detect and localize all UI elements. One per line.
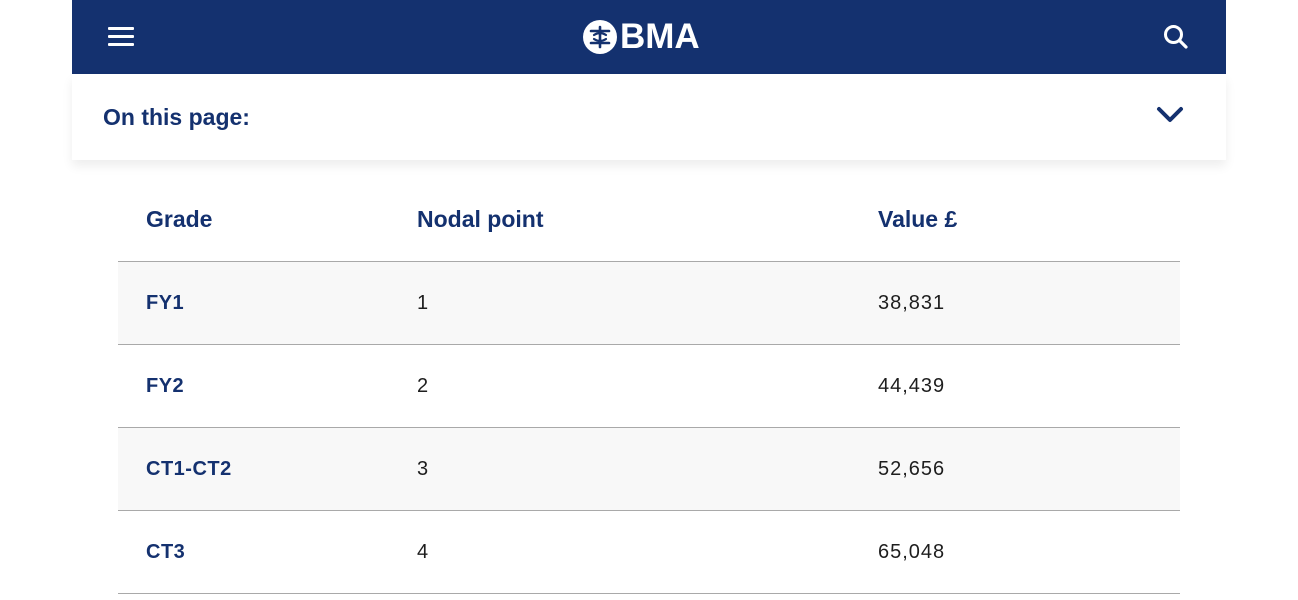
nodal-point-cell: 3 xyxy=(417,458,430,480)
value-cell: 52,656 xyxy=(878,458,946,480)
column-header-grade: Grade xyxy=(146,206,213,232)
grade-cell: FY1 xyxy=(146,292,185,314)
logo-text: BMA xyxy=(620,17,700,56)
nodal-point-cell: 1 xyxy=(417,292,430,314)
hamburger-menu-icon-bar xyxy=(108,35,134,38)
grade-cell: FY2 xyxy=(146,375,185,397)
on-this-page-label: On this page: xyxy=(103,104,250,130)
table-header: Grade Nodal point Value £ xyxy=(118,176,1180,262)
nodal-point-cell: 4 xyxy=(417,541,430,563)
chevron-down-icon xyxy=(1157,107,1183,122)
bma-logo[interactable]: BMA xyxy=(582,17,700,57)
table-row: FY1 1 38,831 xyxy=(118,262,1180,345)
bma-logo-icon xyxy=(583,20,617,54)
value-cell: 44,439 xyxy=(878,375,946,397)
table-row: CT3 4 65,048 xyxy=(118,511,1180,594)
site-header: BMA xyxy=(72,0,1226,74)
value-cell: 65,048 xyxy=(878,541,946,563)
nodal-point-cell: 2 xyxy=(417,375,430,397)
column-header-value: Value £ xyxy=(878,206,958,232)
on-this-page-toggle[interactable]: On this page: xyxy=(72,74,1226,160)
pay-scale-table: Grade Nodal point Value £ FY1 1 38,831 F… xyxy=(118,176,1180,594)
grade-cell: CT1-CT2 xyxy=(146,458,232,480)
search-icon xyxy=(1164,25,1188,49)
value-cell: 38,831 xyxy=(878,292,946,314)
table-row: FY2 2 44,439 xyxy=(118,345,1180,428)
menu-button[interactable] xyxy=(106,24,136,50)
table-row: CT1-CT2 3 52,656 xyxy=(118,428,1180,511)
hamburger-menu-icon xyxy=(108,27,134,30)
search-button[interactable] xyxy=(1162,23,1190,51)
column-header-nodal-point: Nodal point xyxy=(417,206,544,232)
hamburger-menu-icon-bar xyxy=(108,43,134,46)
grade-cell: CT3 xyxy=(146,541,186,563)
